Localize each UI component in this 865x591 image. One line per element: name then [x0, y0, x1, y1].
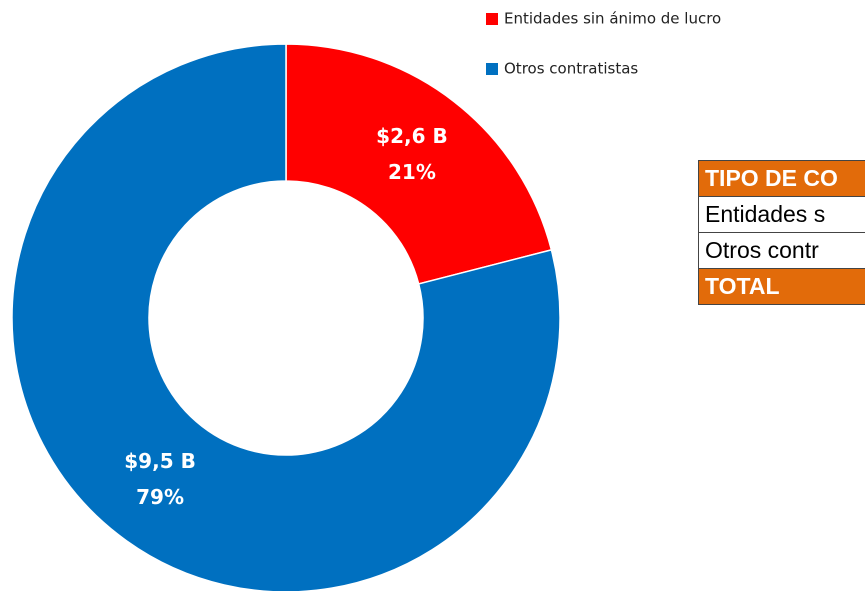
table-cell: Entidades s	[698, 196, 865, 233]
donut-slice	[11, 43, 561, 591]
legend-label: Otros contratistas	[504, 60, 638, 78]
donut-slice	[285, 43, 553, 285]
value-label: 79%	[136, 485, 184, 509]
table-header: TIPO DE CO	[698, 160, 865, 197]
legend-swatch	[486, 13, 498, 25]
legend-swatch	[486, 63, 498, 75]
value-label: 21%	[388, 160, 436, 184]
legend-label: Entidades sin ánimo de lucro	[504, 10, 721, 28]
summary-table: TIPO DE CO Entidades s Otros contr TOTAL	[698, 160, 865, 305]
table-total: TOTAL	[698, 268, 865, 305]
amount-label: $2,6 B	[376, 124, 448, 148]
table-cell: Otros contr	[698, 232, 865, 269]
amount-label: $9,5 B	[124, 449, 196, 473]
